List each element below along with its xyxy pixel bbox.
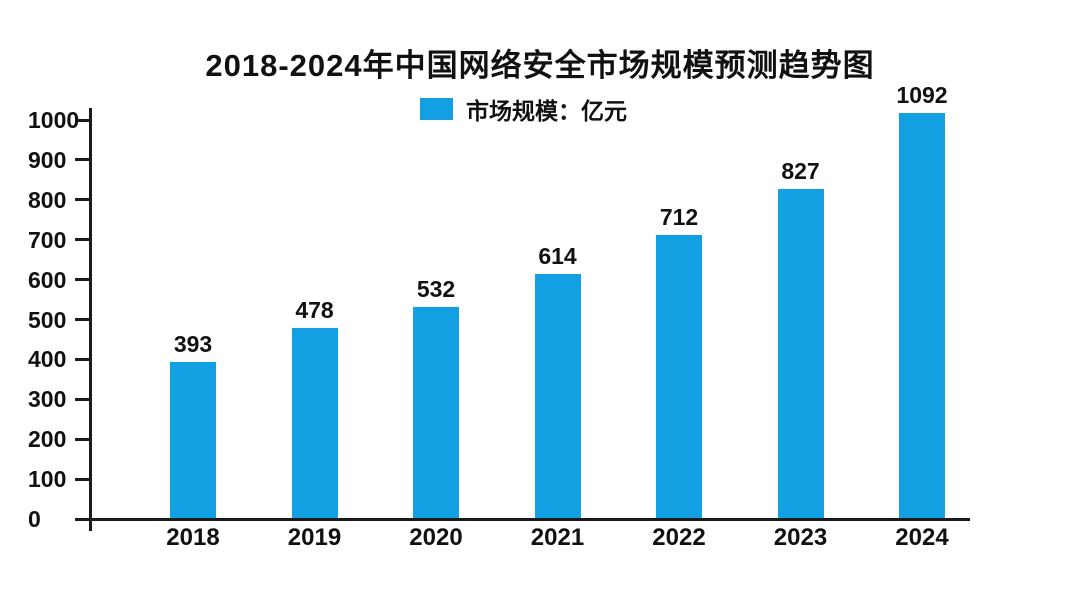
- y-tick-label: 700: [28, 226, 67, 253]
- y-tick-label: 300: [28, 386, 67, 413]
- bar-2024: [899, 113, 945, 518]
- y-tick-label: 600: [28, 266, 67, 293]
- bar-value-label: 478: [295, 297, 334, 324]
- y-tick-mark: [75, 318, 90, 321]
- chart-title: 2018-2024年中国网络安全市场规模预测趋势图: [205, 48, 875, 83]
- y-tick-label: 400: [28, 346, 67, 373]
- y-tick-mark: [75, 397, 90, 401]
- x-tick-label: 2022: [652, 524, 706, 551]
- bar-2018: [170, 362, 216, 518]
- y-tick-mark: [75, 357, 90, 361]
- legend: 市场规模：亿元: [420, 96, 627, 124]
- x-tick-label: 2021: [530, 524, 585, 551]
- y-tick-mark: [75, 238, 90, 242]
- y-tick-mark: [75, 158, 90, 162]
- y-tick-mark: [75, 477, 90, 481]
- bar-2023: [777, 189, 824, 518]
- x-tick-label: 2024: [895, 524, 949, 551]
- y-tick-label: 0: [28, 506, 41, 532]
- x-axis-line: [90, 518, 970, 521]
- y-axis-line: [89, 108, 92, 531]
- bar-2019: [291, 328, 338, 518]
- x-tick-label: 2020: [409, 524, 463, 551]
- bar-2022: [656, 234, 702, 518]
- y-tick-mark: [75, 517, 90, 521]
- bar-value-label: 532: [416, 275, 456, 302]
- x-tick-label: 2023: [773, 524, 828, 551]
- bar-2021: [534, 274, 581, 518]
- y-tick-label: 100: [28, 466, 67, 493]
- y-tick-mark: [75, 118, 90, 122]
- y-tick-label: 200: [28, 426, 67, 453]
- y-tick-label: 900: [28, 146, 67, 173]
- bar-2020: [413, 306, 459, 518]
- y-tick-mark: [75, 278, 90, 282]
- legend-color-swatch: [420, 98, 453, 120]
- legend-label: 市场规模：亿元: [466, 98, 627, 124]
- y-tick-mark: [75, 437, 90, 441]
- y-tick-label: 500: [28, 306, 67, 333]
- x-tick-label: 2018: [166, 524, 220, 551]
- bar-value-label: 712: [659, 203, 699, 230]
- y-tick-label: 800: [28, 186, 67, 213]
- bar-value-label: 614: [538, 243, 577, 269]
- bar-value-label: 827: [781, 158, 820, 185]
- y-tick-label: 1000: [28, 107, 80, 133]
- y-tick-mark: [75, 198, 90, 202]
- bar-value-label: 1092: [896, 82, 948, 108]
- x-tick-label: 2019: [287, 524, 342, 551]
- bar-value-label: 393: [173, 331, 213, 358]
